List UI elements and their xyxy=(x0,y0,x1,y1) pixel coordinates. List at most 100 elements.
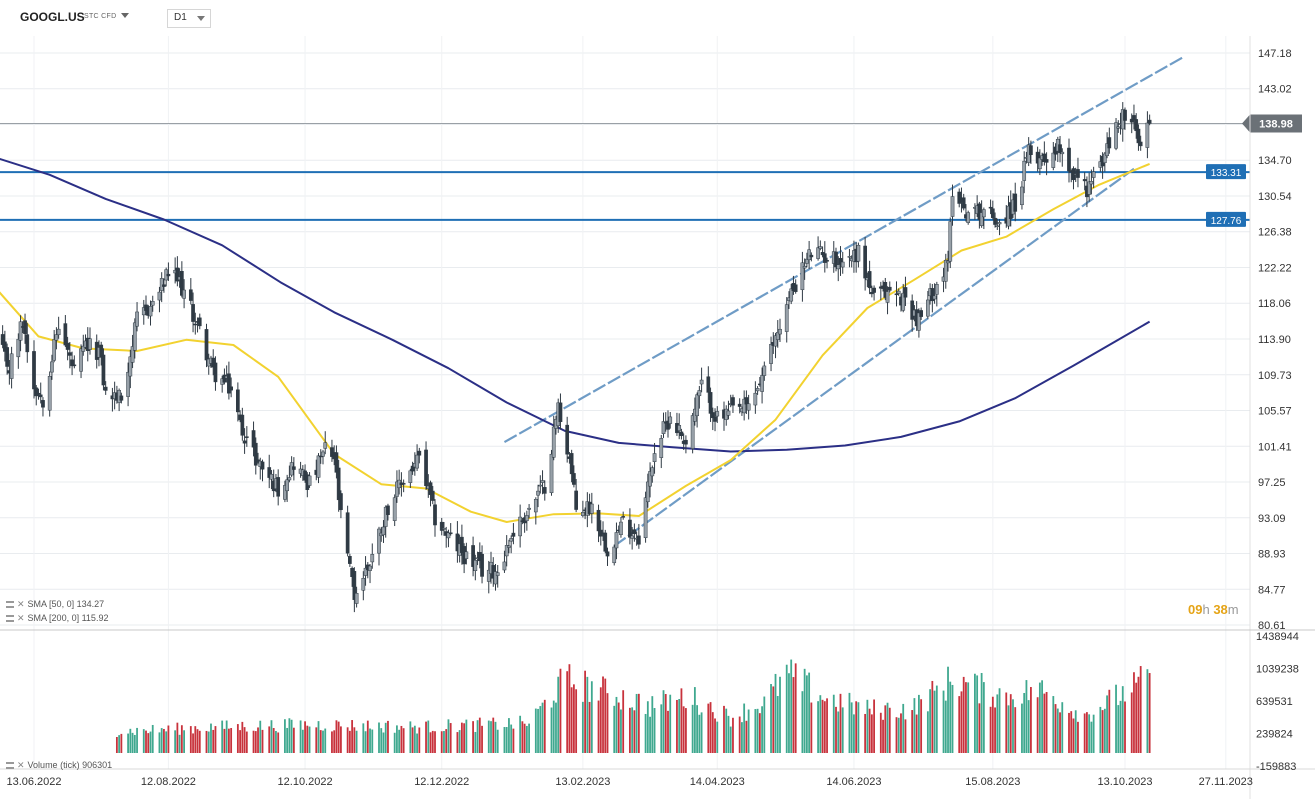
candle xyxy=(25,323,30,363)
candle xyxy=(486,560,491,594)
candle xyxy=(870,285,874,298)
timeframe-select[interactable]: D1 xyxy=(167,9,211,28)
volume-bar xyxy=(411,727,414,753)
volume-tick-label: 1438944 xyxy=(1256,631,1299,643)
candle-body xyxy=(72,364,77,367)
candle-body xyxy=(464,551,469,559)
candle xyxy=(417,447,422,464)
volume-value: 906301 xyxy=(82,760,113,770)
candle-body xyxy=(946,260,950,264)
settings-icon[interactable] xyxy=(6,601,14,609)
volume-bar xyxy=(537,708,539,753)
volume-bar xyxy=(1106,695,1108,753)
candle xyxy=(428,480,433,507)
volume-bar xyxy=(447,719,450,753)
volume-bar xyxy=(709,702,712,753)
candle-body xyxy=(345,512,350,554)
candle-body xyxy=(439,521,444,531)
price-tick-label: 109.73 xyxy=(1258,370,1292,382)
candle-body xyxy=(473,560,478,571)
settings-icon[interactable] xyxy=(6,762,14,770)
volume-bar xyxy=(476,720,479,753)
candle-body xyxy=(502,561,507,571)
volume-bar xyxy=(850,702,853,753)
volume-bar xyxy=(331,731,333,753)
close-icon[interactable]: ✕ xyxy=(17,613,25,623)
candle-body xyxy=(628,519,632,538)
volume-bar xyxy=(933,690,936,753)
volume-bar xyxy=(1012,699,1014,753)
volume-bar xyxy=(770,684,772,753)
candle-body xyxy=(538,484,543,487)
price-tick-label: 147.18 xyxy=(1258,48,1292,60)
volume-bar xyxy=(1023,692,1026,753)
symbol-label[interactable]: GOOGL.US xyxy=(20,10,85,24)
symbol-dropdown-icon[interactable] xyxy=(121,13,129,18)
candle-body xyxy=(54,334,59,341)
candle-body xyxy=(316,455,321,478)
volume-bar xyxy=(413,725,416,753)
candle-body xyxy=(41,400,45,408)
sma200-path xyxy=(0,157,1151,453)
candle xyxy=(330,439,334,462)
candle-body xyxy=(1145,122,1150,148)
candle-body xyxy=(150,301,155,306)
candle xyxy=(551,415,556,461)
candle-body xyxy=(713,416,717,422)
candle-body xyxy=(802,266,807,269)
candle-body xyxy=(417,450,422,456)
volume-bar xyxy=(378,722,380,753)
volume-bar xyxy=(667,710,669,753)
close-icon[interactable]: ✕ xyxy=(17,760,25,770)
indicator-volume[interactable]: ✕ Volume (tick) 906301 xyxy=(6,760,112,771)
candle-body xyxy=(188,289,193,301)
candle xyxy=(132,318,137,359)
candle xyxy=(778,318,782,342)
candle xyxy=(697,385,702,409)
candle xyxy=(706,366,711,403)
candle xyxy=(648,462,652,498)
volume-bar xyxy=(819,695,822,753)
candle xyxy=(54,327,59,350)
candle-body xyxy=(551,426,556,458)
volume-bar xyxy=(543,699,546,753)
volume-bar xyxy=(387,720,389,753)
candle-body xyxy=(256,459,260,462)
indicator-sma200[interactable]: ✕ SMA [200, 0] 115.92 xyxy=(6,613,108,624)
volume-bar xyxy=(1092,714,1095,753)
candle xyxy=(348,553,352,567)
volume-bar xyxy=(158,732,161,753)
candle-body xyxy=(883,282,888,298)
candle xyxy=(650,465,655,483)
candle-body xyxy=(16,338,21,358)
candle xyxy=(41,397,45,417)
candle xyxy=(408,468,413,488)
volume-bar xyxy=(884,705,887,753)
price-tick-label: 80.61 xyxy=(1258,620,1286,632)
settings-icon[interactable] xyxy=(6,615,14,623)
volume-bar xyxy=(754,709,757,753)
candle xyxy=(460,524,464,565)
volume-bar xyxy=(275,731,277,753)
volume-bar xyxy=(324,728,327,753)
candle-body xyxy=(130,346,135,363)
candle-body xyxy=(695,394,699,417)
volume-bar xyxy=(304,721,306,753)
candle xyxy=(197,313,202,330)
candle xyxy=(495,565,500,588)
candle-body xyxy=(193,323,198,326)
volume-bar xyxy=(790,659,793,753)
candle xyxy=(679,428,684,440)
volume-bar xyxy=(994,707,996,753)
candle-body xyxy=(614,532,619,549)
candle xyxy=(511,523,516,545)
volume-bar xyxy=(322,730,324,753)
candle xyxy=(191,292,195,333)
volume-bar xyxy=(1072,718,1075,753)
candle xyxy=(589,492,594,524)
indicator-sma50[interactable]: ✕ SMA [50, 0] 134.27 xyxy=(6,599,104,610)
volume-bar xyxy=(512,728,515,753)
price-tick-label: 143.02 xyxy=(1258,84,1292,96)
close-icon[interactable]: ✕ xyxy=(17,599,25,609)
